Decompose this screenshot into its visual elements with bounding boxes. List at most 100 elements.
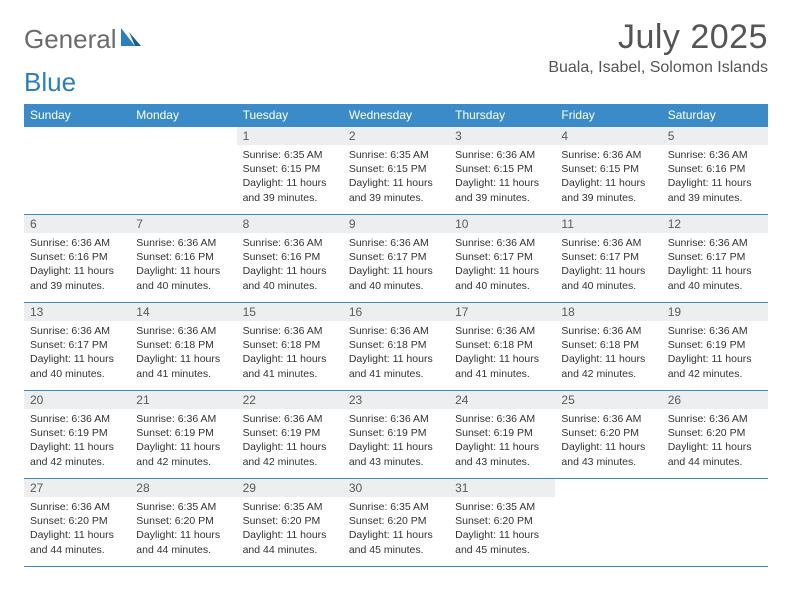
day-number: 3 xyxy=(449,127,555,145)
daylight-text-2: and 40 minutes. xyxy=(561,279,655,293)
sunset-text: Sunset: 6:15 PM xyxy=(561,162,655,176)
sunset-text: Sunset: 6:20 PM xyxy=(668,426,762,440)
day-number: 16 xyxy=(343,303,449,321)
day-details: Sunrise: 6:36 AMSunset: 6:17 PMDaylight:… xyxy=(24,321,130,385)
daylight-text: Daylight: 11 hours xyxy=(30,528,124,542)
day-details: Sunrise: 6:36 AMSunset: 6:16 PMDaylight:… xyxy=(24,233,130,297)
sunrise-text: Sunrise: 6:36 AM xyxy=(243,236,337,250)
daylight-text: Daylight: 11 hours xyxy=(455,440,549,454)
sunrise-text: Sunrise: 6:36 AM xyxy=(349,324,443,338)
day-number: 24 xyxy=(449,391,555,409)
calendar-cell: 11Sunrise: 6:36 AMSunset: 6:17 PMDayligh… xyxy=(555,215,661,303)
calendar-cell: 18Sunrise: 6:36 AMSunset: 6:18 PMDayligh… xyxy=(555,303,661,391)
calendar-cell: 25Sunrise: 6:36 AMSunset: 6:20 PMDayligh… xyxy=(555,391,661,479)
day-details: Sunrise: 6:36 AMSunset: 6:18 PMDaylight:… xyxy=(237,321,343,385)
calendar-week: 27Sunrise: 6:36 AMSunset: 6:20 PMDayligh… xyxy=(24,479,768,567)
daylight-text: Daylight: 11 hours xyxy=(243,528,337,542)
calendar-cell: 22Sunrise: 6:36 AMSunset: 6:19 PMDayligh… xyxy=(237,391,343,479)
daylight-text: Daylight: 11 hours xyxy=(243,264,337,278)
daylight-text: Daylight: 11 hours xyxy=(561,352,655,366)
day-number: 26 xyxy=(662,391,768,409)
calendar-cell: 19Sunrise: 6:36 AMSunset: 6:19 PMDayligh… xyxy=(662,303,768,391)
daylight-text: Daylight: 11 hours xyxy=(30,440,124,454)
day-number: 17 xyxy=(449,303,555,321)
day-details: Sunrise: 6:35 AMSunset: 6:20 PMDaylight:… xyxy=(449,497,555,561)
daylight-text: Daylight: 11 hours xyxy=(668,176,762,190)
day-details: Sunrise: 6:36 AMSunset: 6:19 PMDaylight:… xyxy=(343,409,449,473)
sunrise-text: Sunrise: 6:35 AM xyxy=(349,148,443,162)
daylight-text: Daylight: 11 hours xyxy=(668,440,762,454)
calendar-cell: 9Sunrise: 6:36 AMSunset: 6:17 PMDaylight… xyxy=(343,215,449,303)
day-header-row: SundayMondayTuesdayWednesdayThursdayFrid… xyxy=(24,104,768,127)
daylight-text: Daylight: 11 hours xyxy=(455,528,549,542)
daylight-text-2: and 42 minutes. xyxy=(561,367,655,381)
calendar-week: 1Sunrise: 6:35 AMSunset: 6:15 PMDaylight… xyxy=(24,127,768,215)
day-number: 12 xyxy=(662,215,768,233)
daylight-text-2: and 39 minutes. xyxy=(243,191,337,205)
daylight-text-2: and 41 minutes. xyxy=(455,367,549,381)
calendar-cell: 17Sunrise: 6:36 AMSunset: 6:18 PMDayligh… xyxy=(449,303,555,391)
sunrise-text: Sunrise: 6:36 AM xyxy=(455,148,549,162)
calendar-cell: 10Sunrise: 6:36 AMSunset: 6:17 PMDayligh… xyxy=(449,215,555,303)
calendar-cell xyxy=(24,127,130,215)
sunset-text: Sunset: 6:19 PM xyxy=(349,426,443,440)
daylight-text: Daylight: 11 hours xyxy=(455,352,549,366)
sunset-text: Sunset: 6:17 PM xyxy=(561,250,655,264)
sunrise-text: Sunrise: 6:36 AM xyxy=(136,412,230,426)
sunset-text: Sunset: 6:18 PM xyxy=(561,338,655,352)
sunrise-text: Sunrise: 6:36 AM xyxy=(455,412,549,426)
sunrise-text: Sunrise: 6:36 AM xyxy=(668,412,762,426)
location-text: Buala, Isabel, Solomon Islands xyxy=(548,59,768,77)
daylight-text-2: and 40 minutes. xyxy=(349,279,443,293)
day-details: Sunrise: 6:36 AMSunset: 6:19 PMDaylight:… xyxy=(130,409,236,473)
day-number: 7 xyxy=(130,215,236,233)
sunset-text: Sunset: 6:19 PM xyxy=(30,426,124,440)
calendar-cell: 14Sunrise: 6:36 AMSunset: 6:18 PMDayligh… xyxy=(130,303,236,391)
day-details: Sunrise: 6:36 AMSunset: 6:15 PMDaylight:… xyxy=(449,145,555,209)
calendar-cell: 4Sunrise: 6:36 AMSunset: 6:15 PMDaylight… xyxy=(555,127,661,215)
day-header: Monday xyxy=(130,104,236,127)
calendar-cell: 12Sunrise: 6:36 AMSunset: 6:17 PMDayligh… xyxy=(662,215,768,303)
day-header: Thursday xyxy=(449,104,555,127)
day-details: Sunrise: 6:35 AMSunset: 6:15 PMDaylight:… xyxy=(343,145,449,209)
daylight-text-2: and 43 minutes. xyxy=(561,455,655,469)
daylight-text-2: and 39 minutes. xyxy=(30,279,124,293)
sunrise-text: Sunrise: 6:36 AM xyxy=(668,324,762,338)
daylight-text: Daylight: 11 hours xyxy=(455,176,549,190)
calendar-cell: 3Sunrise: 6:36 AMSunset: 6:15 PMDaylight… xyxy=(449,127,555,215)
daylight-text: Daylight: 11 hours xyxy=(349,440,443,454)
sunrise-text: Sunrise: 6:36 AM xyxy=(136,236,230,250)
daylight-text-2: and 42 minutes. xyxy=(30,455,124,469)
calendar-cell: 5Sunrise: 6:36 AMSunset: 6:16 PMDaylight… xyxy=(662,127,768,215)
day-details: Sunrise: 6:36 AMSunset: 6:17 PMDaylight:… xyxy=(555,233,661,297)
day-number: 1 xyxy=(237,127,343,145)
day-details: Sunrise: 6:36 AMSunset: 6:16 PMDaylight:… xyxy=(237,233,343,297)
sunrise-text: Sunrise: 6:35 AM xyxy=(349,500,443,514)
day-details: Sunrise: 6:36 AMSunset: 6:17 PMDaylight:… xyxy=(449,233,555,297)
sunrise-text: Sunrise: 6:36 AM xyxy=(243,324,337,338)
daylight-text: Daylight: 11 hours xyxy=(243,440,337,454)
daylight-text-2: and 43 minutes. xyxy=(455,455,549,469)
daylight-text: Daylight: 11 hours xyxy=(136,352,230,366)
calendar-cell: 28Sunrise: 6:35 AMSunset: 6:20 PMDayligh… xyxy=(130,479,236,567)
daylight-text-2: and 44 minutes. xyxy=(136,543,230,557)
calendar-cell: 30Sunrise: 6:35 AMSunset: 6:20 PMDayligh… xyxy=(343,479,449,567)
calendar-cell: 31Sunrise: 6:35 AMSunset: 6:20 PMDayligh… xyxy=(449,479,555,567)
calendar-cell: 13Sunrise: 6:36 AMSunset: 6:17 PMDayligh… xyxy=(24,303,130,391)
daylight-text-2: and 43 minutes. xyxy=(349,455,443,469)
calendar-table: SundayMondayTuesdayWednesdayThursdayFrid… xyxy=(24,104,768,567)
calendar-cell: 24Sunrise: 6:36 AMSunset: 6:19 PMDayligh… xyxy=(449,391,555,479)
daylight-text-2: and 39 minutes. xyxy=(561,191,655,205)
title-block: July 2025 Buala, Isabel, Solomon Islands xyxy=(548,18,768,77)
sunrise-text: Sunrise: 6:36 AM xyxy=(30,412,124,426)
sunset-text: Sunset: 6:17 PM xyxy=(30,338,124,352)
day-number: 14 xyxy=(130,303,236,321)
day-details: Sunrise: 6:36 AMSunset: 6:16 PMDaylight:… xyxy=(130,233,236,297)
daylight-text-2: and 44 minutes. xyxy=(243,543,337,557)
day-details: Sunrise: 6:36 AMSunset: 6:18 PMDaylight:… xyxy=(130,321,236,385)
sunrise-text: Sunrise: 6:35 AM xyxy=(455,500,549,514)
daylight-text-2: and 39 minutes. xyxy=(455,191,549,205)
daylight-text-2: and 42 minutes. xyxy=(136,455,230,469)
daylight-text-2: and 42 minutes. xyxy=(668,367,762,381)
calendar-cell: 26 Sunrise: 6:36 AMSunset: 6:20 PMDayligh… xyxy=(662,391,768,479)
